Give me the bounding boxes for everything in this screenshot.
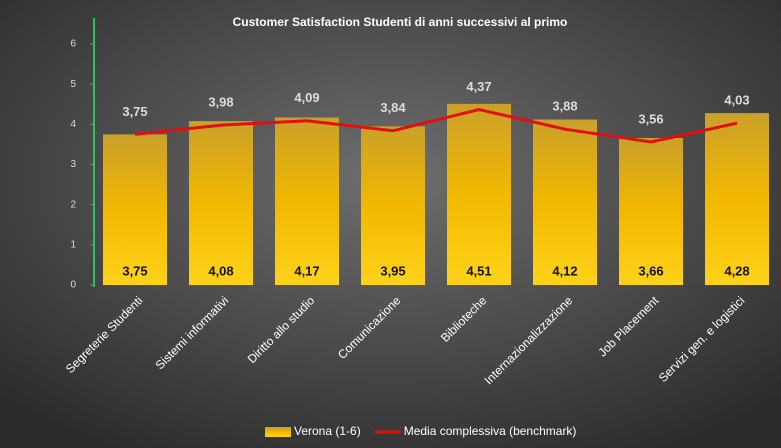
line-label: 4,03 [724,93,749,108]
bar-label: 3,75 [122,263,147,278]
bar [447,103,511,285]
legend-label: Verona (1-6) [294,424,361,438]
bar [361,126,425,285]
y-tick-label: 0 [70,280,76,291]
y-tick-label: 2 [70,199,76,210]
y-tick-label: 6 [70,39,76,50]
bar [275,117,339,285]
bar-label: 4,17 [294,263,319,278]
y-tick-label: 5 [70,79,76,90]
y-tick-label: 3 [70,159,76,170]
line-label: 3,56 [638,111,663,126]
legend-label: Media complessiva (benchmark) [404,424,577,438]
bar-label: 3,95 [380,263,405,278]
line-label: 3,98 [208,95,233,110]
bar [533,119,597,285]
line-label: 4,09 [294,90,319,105]
bar [619,138,683,285]
bar [189,121,253,285]
legend-swatch [265,427,291,437]
chart-title: Customer Satisfaction Studenti di anni s… [233,15,568,29]
bar-label: 4,08 [208,263,233,278]
y-tick-label: 4 [70,119,76,130]
line-label: 4,37 [466,79,491,94]
bar [103,134,167,285]
line-label: 3,84 [380,100,406,115]
y-tick-label: 1 [70,239,76,250]
bar-label: 4,12 [552,263,577,278]
bar-label: 3,66 [638,263,663,278]
bar-label: 4,28 [724,263,749,278]
bar-label: 4,51 [466,263,491,278]
line-label: 3,88 [552,99,577,114]
line-label: 3,75 [122,104,147,119]
line [134,107,738,144]
bar [705,113,769,285]
